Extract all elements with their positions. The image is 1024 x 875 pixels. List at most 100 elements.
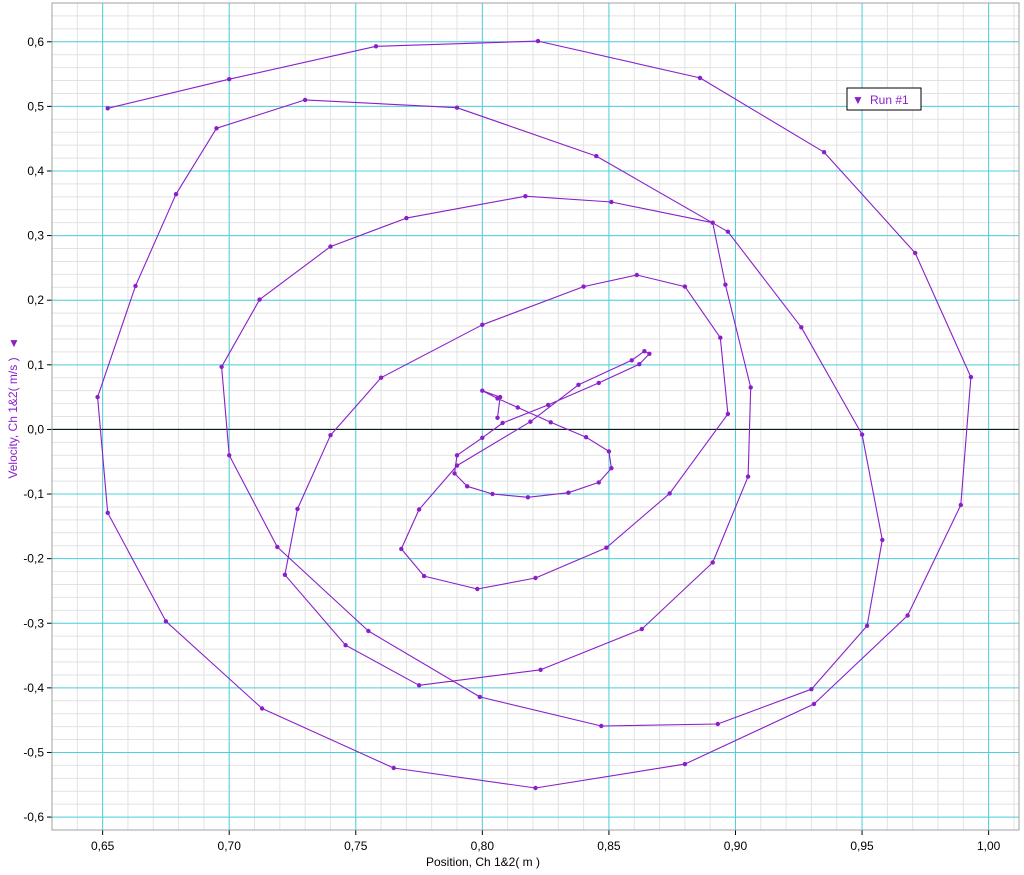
- data-point: [596, 480, 601, 485]
- y-tick-label: 0,2: [27, 293, 44, 307]
- y-axis-title: Velocity, Ch 1&2( m/s ): [6, 357, 20, 478]
- data-point: [548, 420, 553, 425]
- data-point: [745, 474, 751, 479]
- data-point: [697, 75, 703, 81]
- data-point: [566, 490, 571, 495]
- x-tick-label: 0,75: [344, 839, 368, 853]
- data-point: [173, 192, 179, 197]
- data-point: [480, 322, 485, 327]
- data-point: [546, 402, 551, 408]
- data-point: [723, 282, 728, 287]
- legend-marker-icon: ▼: [852, 93, 864, 107]
- legend[interactable]: ▼ Run #1: [846, 87, 922, 111]
- y-tick-label: -0,5: [23, 745, 44, 759]
- plot-frame: [51, 2, 1020, 831]
- data-point: [538, 667, 543, 672]
- y-axis-title-group[interactable]: Velocity, Ch 1&2( m/s ) ▼: [6, 336, 20, 479]
- data-point: [533, 575, 538, 581]
- data-point: [343, 643, 348, 648]
- data-point: [629, 358, 634, 363]
- data-point: [477, 694, 482, 700]
- data-point: [606, 449, 612, 454]
- data-point: [214, 126, 219, 131]
- data-point: [968, 374, 974, 380]
- x-axis-title: Position, Ch 1&2( m ): [426, 855, 540, 869]
- data-point: [495, 415, 500, 420]
- data-point: [864, 623, 870, 628]
- data-point: [725, 229, 731, 234]
- y-tick-label: 0,1: [27, 358, 44, 372]
- data-point: [227, 77, 232, 82]
- data-point: [378, 375, 384, 380]
- x-tick-label: 1,00: [977, 839, 1001, 853]
- data-point: [373, 44, 379, 49]
- data-point: [399, 546, 404, 552]
- data-point: [535, 38, 541, 44]
- data-point: [596, 380, 601, 386]
- data-point: [811, 701, 817, 707]
- data-point: [581, 284, 586, 289]
- data-point: [809, 687, 814, 692]
- y-tick-label: -0,3: [23, 616, 44, 630]
- data-point: [105, 510, 110, 515]
- data-point: [609, 466, 614, 471]
- data-point: [799, 325, 804, 330]
- legend-label: Run #1: [870, 93, 909, 107]
- data-point: [725, 411, 731, 417]
- y-tick-labels: 0,6 0,5 0,4 0,3 0,2 0,1 0,0 -0,1 -0,2 -0,3 -0,4 -0,…: [23, 35, 44, 824]
- data-point: [905, 613, 910, 618]
- data-point: [227, 453, 232, 458]
- data-point: [821, 150, 827, 155]
- data-point: [500, 420, 505, 426]
- data-point: [163, 619, 169, 624]
- data-point: [480, 388, 485, 393]
- data-point: [913, 250, 918, 256]
- y-tick-label: -0,6: [23, 810, 44, 824]
- data-point: [454, 453, 460, 458]
- data-point: [525, 495, 531, 500]
- x-tick-label: 0,70: [218, 839, 242, 853]
- y-tick-label: 0,5: [27, 99, 44, 113]
- x-tick-label: 0,90: [724, 839, 748, 853]
- data-point: [404, 215, 409, 221]
- data-point: [95, 394, 100, 400]
- data-point: [642, 349, 647, 354]
- x-tick-label: 0,65: [91, 839, 115, 853]
- x-tick-label: 0,80: [471, 839, 495, 853]
- data-point: [295, 506, 300, 512]
- data-point: [133, 283, 138, 289]
- data-point: [480, 435, 485, 440]
- x-tick-label: 0,95: [850, 839, 874, 853]
- data-point: [748, 385, 753, 390]
- data-point: [609, 199, 614, 205]
- data-point: [421, 573, 427, 579]
- data-point: [647, 351, 652, 356]
- x-tick-label: 0,85: [597, 839, 621, 853]
- data-point: [105, 106, 110, 111]
- data-point: [604, 545, 609, 550]
- y-tick-label: -0,4: [23, 681, 44, 695]
- data-point: [328, 244, 333, 249]
- series-layer: [95, 38, 974, 791]
- data-point: [275, 544, 280, 550]
- data-point: [682, 284, 688, 289]
- x-tick-labels: 0,65 0,70 0,75 0,80 0,85 0,90 0,95 1,00: [91, 839, 1001, 853]
- data-point: [391, 765, 396, 771]
- data-point: [576, 382, 581, 387]
- data-point: [328, 433, 333, 438]
- data-point: [634, 272, 639, 278]
- data-point: [718, 335, 723, 340]
- data-point: [859, 432, 865, 437]
- y-tick-label: 0,6: [27, 35, 44, 49]
- data-point: [682, 761, 688, 767]
- data-point: [259, 706, 265, 711]
- data-point: [490, 491, 495, 497]
- data-point: [715, 721, 720, 727]
- data-point: [454, 463, 460, 468]
- data-point: [533, 785, 538, 791]
- data-point: [594, 153, 599, 159]
- data-point: [219, 364, 224, 369]
- data-point: [366, 628, 371, 634]
- y-tick-label: 0,4: [27, 164, 44, 178]
